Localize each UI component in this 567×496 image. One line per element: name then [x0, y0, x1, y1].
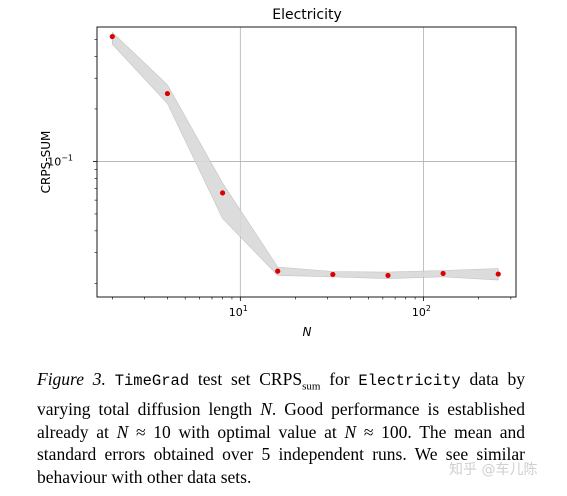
caption-text-3: data by varying total diffusion length [37, 369, 525, 419]
data-point [330, 271, 336, 278]
figure-caption: Figure 3. TimeGrad test set CRPSsum for … [37, 368, 525, 488]
data-points [109, 33, 501, 279]
chart-title: Electricity [272, 7, 342, 23]
plot-frame [96, 26, 517, 298]
caption-var-n-2: N [116, 421, 129, 442]
data-point [495, 271, 501, 277]
caption-text-4: . Good performance is established alread… [37, 399, 525, 442]
caption-label: Figure 3. [37, 369, 106, 389]
caption-text-1: test set CRPS [189, 369, 303, 389]
caption-subscript: sum [302, 380, 321, 393]
data-point [385, 272, 391, 279]
y-axis-label: CRPS-SUM [39, 131, 53, 194]
grid-lines [97, 27, 516, 297]
data-point [219, 190, 226, 196]
caption-text-2: for [320, 369, 359, 389]
caption-var-n-3: N [344, 421, 357, 442]
data-point [164, 90, 171, 97]
caption-var-n-1: N [260, 399, 272, 419]
caption-model: TimeGrad [114, 372, 190, 390]
watermark: 知乎 @车儿陈 [449, 462, 538, 478]
data-point [440, 270, 446, 277]
data-point [109, 33, 115, 40]
x-axis-label: N [303, 325, 312, 339]
caption-dataset: Electricity [358, 372, 461, 390]
caption-text-5: ≈ 10 with optimal value at [128, 421, 345, 442]
data-point [275, 268, 281, 274]
caption-text-6: ≈ 100. The mean and standard errors obta… [37, 421, 525, 487]
error-band [112, 31, 499, 281]
